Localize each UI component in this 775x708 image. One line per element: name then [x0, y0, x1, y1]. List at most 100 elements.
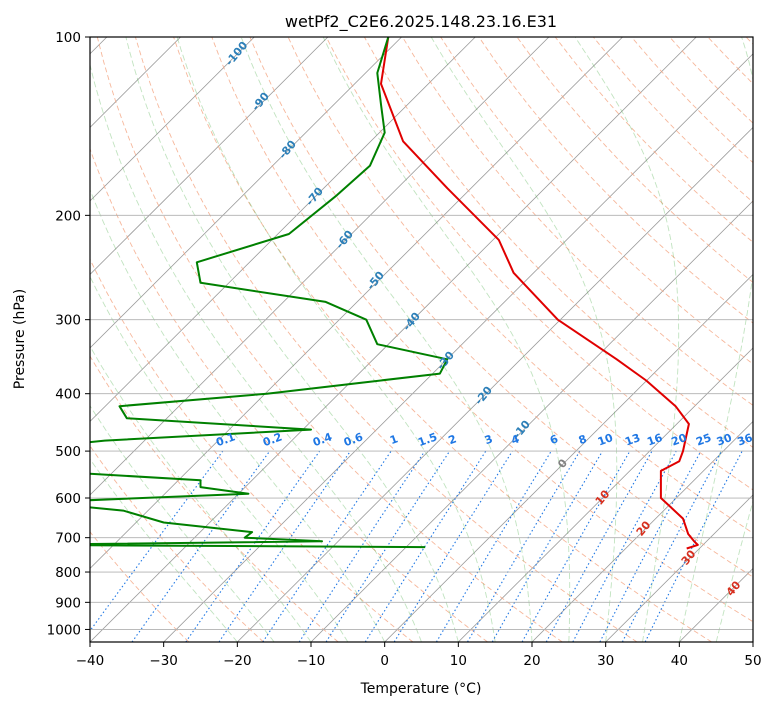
y-tick-label: 800: [55, 565, 81, 581]
mixing-ratio-label: 36: [736, 431, 755, 449]
mixing-ratio-line: [185, 450, 321, 642]
mixing-ratio-label: 13: [623, 431, 642, 448]
isotherm-line: [90, 37, 255, 202]
moist-adiabat-line: [176, 37, 496, 642]
x-tick-label: −40: [76, 653, 105, 669]
y-tick-label: 100: [55, 30, 81, 46]
dry-adiabat-label: -100: [223, 39, 251, 69]
moist-adiabat-line: [240, 37, 533, 642]
mixing-ratio-label: 20: [670, 431, 689, 449]
isotherm-line: [90, 37, 623, 570]
dewpoint-profile-line: [90, 37, 449, 549]
dry-adiabat-line: [440, 37, 753, 365]
y-tick-label: 600: [55, 491, 81, 507]
mixing-ratio-line: [90, 450, 224, 632]
mixing-ratio-line: [644, 450, 743, 642]
x-axis: −40 −30 −20 −10 0 10 20 30 40 50: [76, 642, 762, 669]
mixing-ratio-line: [393, 450, 513, 642]
mixing-ratio-line: [325, 450, 451, 642]
y-tick-label: 200: [55, 208, 81, 224]
mixing-ratio-line: [131, 450, 271, 642]
mixing-ratio-label: 1.5: [416, 430, 439, 449]
mixing-ratio-label: 0.6: [342, 430, 365, 449]
isotherm-line: [605, 494, 753, 642]
mixing-ratio-label: 16: [645, 431, 664, 449]
x-tick-label: 20: [523, 653, 540, 669]
isotherm-line: [90, 37, 697, 642]
mixing-ratio-line: [521, 450, 631, 642]
dry-adiabat-line: [134, 37, 638, 642]
isotherm-line: [237, 126, 753, 642]
mixing-ratio-label: 10: [596, 431, 615, 449]
mixing-ratio-label: 25: [694, 431, 713, 448]
plot-background-lines: [90, 37, 753, 642]
x-tick-label: 30: [597, 653, 614, 669]
dry-adiabat-line: [90, 531, 190, 642]
mixing-ratio-label: 1: [388, 432, 400, 447]
y-axis-label: Pressure (hPa): [12, 289, 28, 389]
mixing-ratio-label: 4: [509, 432, 521, 447]
isotherm-line: [90, 37, 550, 496]
mixing-ratio-line: [218, 450, 351, 642]
plot-data: [90, 37, 699, 550]
moist-adiabat-line: [125, 37, 459, 642]
chart-title: wetPf2_C2E6.2025.148.23.16.E31: [285, 12, 557, 32]
dry-adiabat-line: [745, 37, 753, 45]
mixing-ratio-label: 2: [447, 432, 459, 447]
mixing-ratio-line: [572, 450, 677, 642]
plot-isopleth-labels: -100-90-80-70-60-50-40-30-20-10010203040…: [214, 39, 755, 599]
dry-adiabat-line: [249, 37, 753, 578]
isotherm-line: [679, 567, 753, 642]
dry-adiabat-label: -60: [333, 228, 356, 252]
mixing-ratio-label: 3: [483, 432, 495, 447]
dry-adiabat-line: [211, 37, 753, 623]
moist-adiabat-line: [430, 37, 618, 642]
mixing-ratio-label: 0.1: [214, 430, 237, 449]
dry-adiabat-label: 30: [679, 547, 699, 567]
x-tick-label: 50: [744, 653, 761, 669]
dry-adiabat-line: [90, 445, 264, 642]
dry-adiabat-label: 0: [555, 456, 570, 470]
x-tick-label: −10: [297, 653, 326, 669]
y-tick-label: 500: [55, 444, 81, 460]
dry-adiabat-line: [325, 37, 753, 491]
y-tick-label: 300: [55, 313, 81, 329]
isotherm-line: [384, 273, 753, 642]
isotherm-line: [90, 37, 402, 349]
isotherm-line: [90, 37, 329, 275]
y-tick-label: 900: [55, 595, 81, 611]
dry-adiabat-line: [364, 37, 753, 448]
isotherm-line: [310, 200, 753, 642]
isotherm-line: [90, 37, 476, 423]
dry-adiabat-line: [90, 258, 414, 642]
isotherm-line: [458, 347, 753, 642]
x-tick-label: −30: [149, 653, 178, 669]
dry-adiabat-line: [707, 37, 753, 85]
moist-adiabat-line: [574, 37, 680, 642]
mixing-ratio-label: 30: [715, 431, 734, 449]
moist-adiabat-line: [678, 37, 753, 642]
moist-adiabat-line: [322, 37, 571, 642]
x-tick-label: 40: [671, 653, 688, 669]
mixing-ratio-label: 0.2: [261, 430, 284, 449]
mixing-ratio-line: [298, 450, 426, 642]
dry-adiabat-line: [402, 37, 753, 406]
mixing-ratio-line: [467, 450, 581, 642]
moist-adiabat-line: [90, 404, 275, 642]
mixing-ratio-label: 6: [548, 432, 560, 447]
dry-adiabat-label: -80: [276, 138, 299, 162]
x-tick-label: 10: [450, 653, 467, 669]
dry-adiabat-line: [90, 355, 339, 642]
dry-adiabat-line: [592, 37, 753, 203]
moist-adiabat-line: [90, 345, 312, 642]
dry-adiabat-label: -50: [364, 269, 387, 293]
y-tick-label: 400: [55, 387, 81, 403]
y-axis: 1000 900 800 700 600 500 400 300 200 100: [47, 30, 90, 638]
moist-adiabat-line: [715, 499, 753, 642]
moist-adiabat-line: [90, 275, 349, 642]
y-tick-label: 1000: [47, 622, 81, 638]
dry-adiabat-line: [173, 37, 712, 642]
dry-adiabat-line: [516, 37, 753, 283]
mixing-ratio-line: [435, 450, 552, 642]
